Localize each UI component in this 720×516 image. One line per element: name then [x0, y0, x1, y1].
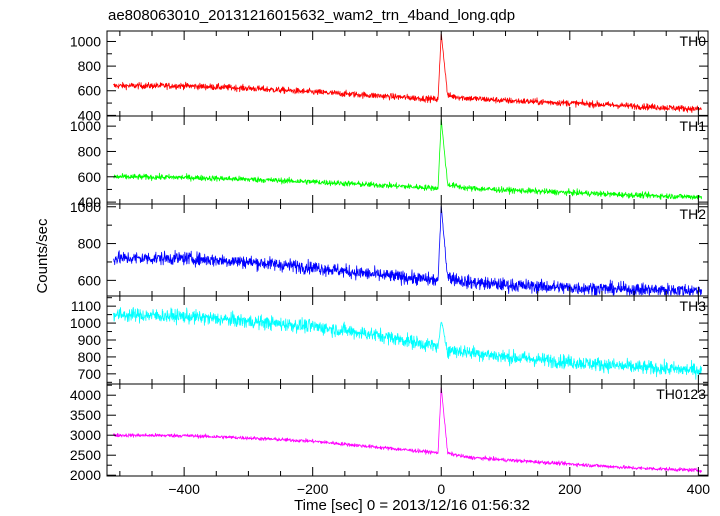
- series-th0-line: [113, 33, 702, 113]
- y-tick-label: 400: [78, 107, 102, 123]
- panel-th2: 600 800 1000 TH2: [70, 199, 709, 297]
- y-tick-label: 600: [78, 83, 102, 99]
- y-tick-label: 800: [78, 58, 102, 74]
- panel-label-th0123: TH0123: [656, 386, 706, 402]
- y-tick-label: 1000: [70, 118, 101, 134]
- y-tick-label: 800: [78, 349, 102, 365]
- y-tick-label: 800: [78, 143, 102, 159]
- panels-group: 400 600 800 1000 TH0 400 600 800 1000 TH1 600 800 10…: [70, 30, 711, 497]
- panel-frame-th1: [106, 115, 709, 205]
- series-th0123-line: [113, 387, 702, 474]
- series-th2-line: [113, 205, 702, 296]
- y-tick-label: 1000: [70, 199, 101, 215]
- x-tick-label: 200: [558, 481, 582, 497]
- series-th1-line: [113, 118, 702, 201]
- y-tick-label: 3000: [70, 427, 101, 443]
- panel-th0: 400 600 800 1000 TH0: [70, 30, 709, 123]
- panel-th0123: 2000 2500 3000 3500 4000 TH0123: [70, 383, 709, 483]
- panel-frame-th0123: [106, 383, 709, 477]
- x-axis-label: Time [sec] 0 = 2013/12/16 01:56:32: [294, 497, 530, 514]
- y-axis-label: Counts/sec: [34, 218, 51, 294]
- y-tick-label: 700: [78, 366, 102, 382]
- y-tick-label: 600: [78, 169, 102, 185]
- y-tick-label: 3500: [70, 407, 101, 423]
- panel-frame-th0: [106, 30, 709, 117]
- y-tick-label: 1100: [71, 298, 101, 314]
- y-tick-label: 1000: [70, 33, 101, 49]
- panel-label-th3: TH3: [680, 298, 707, 314]
- series-th3-line: [113, 307, 702, 380]
- y-tick-label: 400: [78, 194, 102, 210]
- panel-label-th0: TH0: [680, 33, 707, 49]
- y-tick-label: 800: [78, 236, 102, 252]
- y-tick-label: 2500: [70, 447, 101, 463]
- y-tick-label: 4000: [70, 387, 101, 403]
- x-tick-label: 400: [687, 481, 711, 497]
- x-tick-label: 0: [437, 481, 445, 497]
- panel-label-th1: TH1: [680, 118, 707, 134]
- y-tick-label: 1000: [70, 315, 101, 331]
- panel-label-th2: TH2: [680, 206, 707, 222]
- chart-title: ae808063010_20131216015632_wam2_trn_4ban…: [108, 7, 515, 24]
- panel-th1: 400 600 800 1000 TH1: [70, 115, 709, 210]
- y-tick-label: 600: [78, 272, 102, 288]
- x-tick-label: −400: [168, 481, 200, 497]
- y-tick-label: 900: [78, 332, 102, 348]
- y-tick-label: 2000: [70, 467, 101, 483]
- x-tick-label: −200: [297, 481, 329, 497]
